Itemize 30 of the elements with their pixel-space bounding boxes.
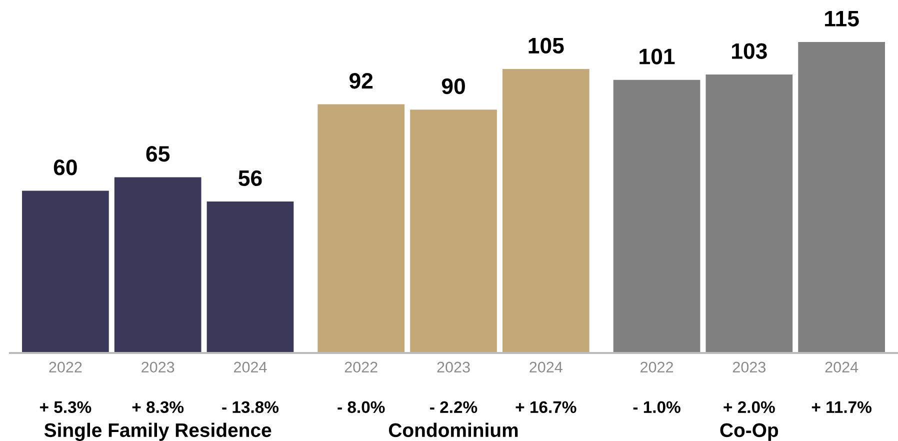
x-tick-label: 2022 bbox=[344, 362, 378, 373]
x-axis-title: Co-Op bbox=[720, 423, 778, 441]
x-tick-label: 2023 bbox=[142, 362, 174, 373]
x-tick-label: 2022 bbox=[640, 362, 673, 373]
data-label: 115 bbox=[825, 10, 859, 26]
text: - 13.8% bbox=[222, 401, 279, 414]
text: - 2.2% bbox=[430, 401, 478, 413]
data-label: 92 bbox=[350, 72, 373, 89]
text: + 16.7% bbox=[516, 401, 576, 414]
x-tick-label: 2024 bbox=[234, 362, 267, 373]
data-label: 105 bbox=[528, 38, 564, 54]
x-axis-title: Condominium bbox=[388, 422, 518, 438]
x-tick-label: 2024 bbox=[530, 362, 562, 373]
text: - 1.0% bbox=[633, 401, 680, 414]
x-tick-label: 2023 bbox=[437, 362, 470, 373]
x-tick-label: 2023 bbox=[732, 362, 766, 373]
text: + 8.3% bbox=[132, 401, 184, 414]
text: + 2.0% bbox=[724, 401, 775, 414]
text: - 8.0% bbox=[338, 401, 385, 414]
data-label: 65 bbox=[146, 146, 170, 162]
data-label: 56 bbox=[238, 170, 262, 186]
data-label: 103 bbox=[732, 43, 767, 59]
data-label: 90 bbox=[442, 78, 465, 94]
text: + 11.7% bbox=[812, 401, 872, 413]
x-axis-title: Single Family Residence bbox=[44, 422, 272, 441]
data-label: 60 bbox=[54, 160, 77, 176]
data-label: 101 bbox=[640, 48, 675, 64]
x-tick-label: 2024 bbox=[825, 362, 858, 373]
text: + 5.3% bbox=[40, 401, 92, 414]
x-tick-label: 2022 bbox=[49, 362, 82, 373]
